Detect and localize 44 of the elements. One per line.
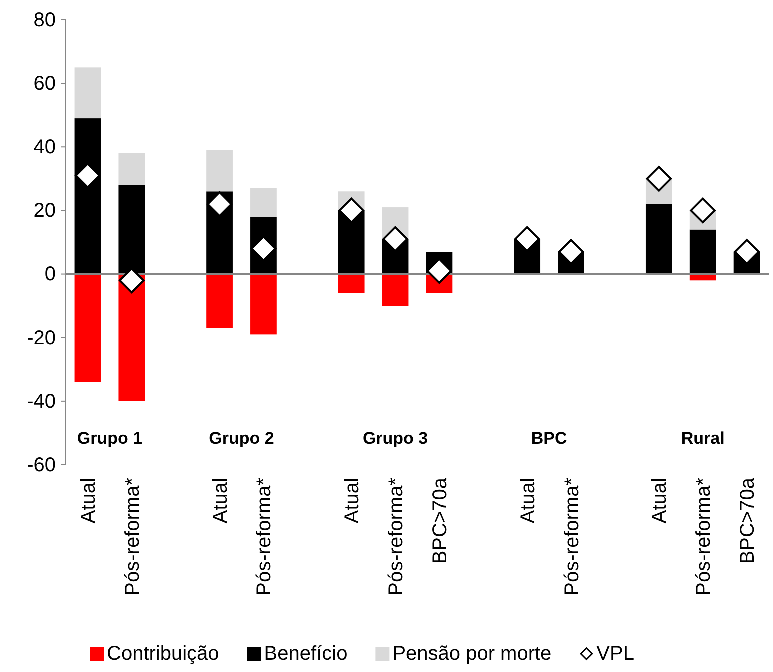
bar — [74, 118, 102, 274]
y-tick-label: 60 — [34, 72, 56, 95]
bar — [646, 204, 672, 274]
annotation: Grupo 3 — [362, 429, 428, 448]
x-tick-label: Pós-reforma* — [693, 478, 716, 596]
bar — [250, 274, 277, 335]
y-tick-label: 80 — [34, 9, 56, 32]
y-tick-label: -60 — [27, 454, 56, 476]
x-tick-label: Atual — [342, 478, 364, 524]
bar — [206, 274, 233, 328]
legend-label: Benefício — [264, 643, 348, 665]
x-tick-label: Atual — [649, 478, 672, 524]
annotation: Rural — [681, 429, 725, 448]
x-tick-label: Pós-reforma* — [122, 478, 144, 596]
x-tick-label: Pós-reforma* — [386, 478, 408, 596]
bar — [250, 188, 277, 218]
x-tick-label: Pós-reforma* — [561, 478, 584, 596]
x-tick-label: Atual — [517, 478, 540, 524]
legend-label: Contribuição — [107, 643, 220, 665]
annotation: BPC — [531, 429, 568, 448]
bar — [382, 274, 409, 306]
bar — [74, 68, 102, 119]
y-tick-label: -40 — [27, 390, 56, 413]
x-tick-label: Atual — [78, 478, 100, 524]
y-tick-label: 40 — [34, 136, 56, 159]
legend-label: VPL — [596, 643, 634, 665]
x-tick-label: Pós-reforma* — [254, 478, 276, 596]
point — [646, 166, 672, 192]
legend-label: Pensão por morte — [392, 643, 552, 665]
annotation: Grupo 2 — [209, 429, 274, 448]
x-tick-label: BPC>70a — [429, 477, 452, 564]
y-tick-label: 20 — [34, 200, 56, 222]
y-tick-label: 0 — [44, 264, 56, 286]
x-tick-label: Atual — [210, 478, 232, 524]
annotation: Grupo 1 — [77, 429, 143, 448]
bar — [74, 274, 102, 382]
bar — [206, 150, 233, 192]
x-tick-label: BPC>70a — [737, 477, 760, 564]
bar — [118, 154, 146, 186]
bar — [118, 274, 146, 402]
bar — [338, 274, 365, 294]
y-tick-label: -20 — [27, 327, 56, 350]
bar — [690, 230, 716, 274]
point — [690, 198, 716, 224]
